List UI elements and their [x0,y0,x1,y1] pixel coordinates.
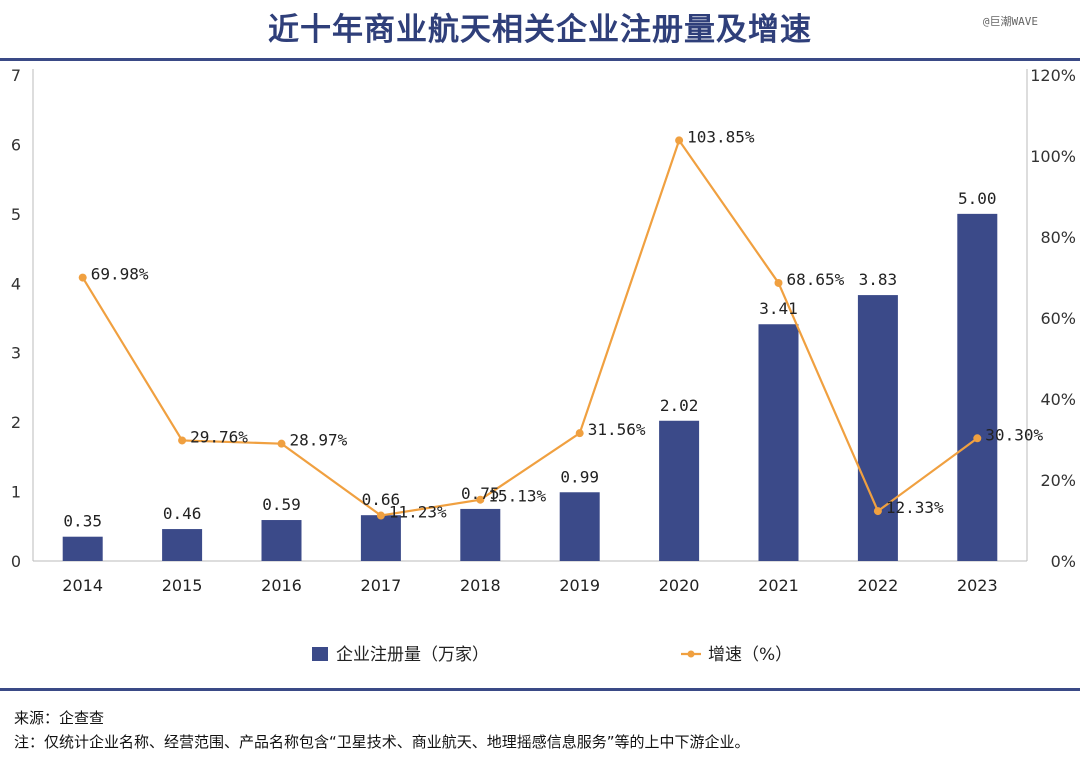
growth-point [476,495,485,504]
x-tick-label: 2015 [162,576,203,595]
bar [62,536,103,561]
axes: 0 1 2 3 4 5 6 7 0% 20% 40% 60% 80% 100% 120% 2014 2015 20… [11,66,1076,595]
growth-value-label: 11.23% [389,503,447,522]
y-right-tick-label: 80% [1040,228,1076,247]
watermark: @巨潮WAVE [982,15,1038,28]
y-left-tick-label: 5 [11,205,21,224]
bar-value-label: 2.02 [660,396,699,415]
legend: 企业注册量（万家） 增速（%） [312,645,792,665]
y-right-tick-label: 20% [1040,471,1076,490]
bar [360,515,401,561]
y-right-tick-label: 0% [1051,552,1076,571]
data-labels: 0.35 0.46 0.59 0.66 0.75 0.99 2.02 3.41 3.83 5.00… [63,127,1043,530]
growth-point [675,136,684,145]
y-left-tick-label: 7 [11,66,21,85]
x-tick-label: 2018 [460,576,501,595]
bar-value-label: 0.66 [362,490,401,509]
bottom-divider [0,688,1080,691]
bar [261,520,302,561]
y-right-tick-label: 60% [1040,309,1076,328]
growth-value-label: 31.56% [588,420,646,439]
growth-point [873,507,882,516]
bar [857,295,898,561]
bar-value-label: 0.59 [262,495,301,514]
growth-point [78,273,87,282]
x-tick-label: 2023 [957,576,998,595]
growth-point [376,511,385,520]
x-tick-label: 2022 [858,576,899,595]
bar-value-label: 0.35 [63,512,102,531]
legend-bar-label: 企业注册量（万家） [336,645,489,665]
y-left-tick-label: 1 [11,483,21,502]
growth-point [277,439,286,448]
legend-line-label: 增速（%） [708,645,792,665]
top-divider [0,58,1080,61]
bar-value-label: 0.75 [461,484,500,503]
y-left-tick-label: 2 [11,413,21,432]
bar [162,529,203,561]
legend-bar-swatch [312,647,328,661]
combo-chart: 0 1 2 3 4 5 6 7 0% 20% 40% 60% 80% 100% 120% 2014 2015 20… [11,66,1076,665]
x-tick-label: 2020 [659,576,700,595]
growth-value-label: 103.85% [687,127,755,146]
source-note: 来源：企查查 [14,709,105,727]
growth-value-label: 12.33% [886,498,944,517]
bar [758,324,799,561]
bar-value-label: 3.83 [859,270,898,289]
bar-value-label: 0.46 [163,504,202,523]
growth-value-label: 15.13% [488,487,546,506]
bar-value-label: 3.41 [759,299,798,318]
bar-value-label: 5.00 [958,189,997,208]
chart-title: 近十年商业航天相关企业注册量及增速 [268,12,812,48]
y-left-tick-label: 4 [11,274,21,293]
y-left-tick-label: 6 [11,135,21,154]
y-right-tick-label: 40% [1040,390,1076,409]
x-tick-label: 2017 [361,576,402,595]
y-left-tick-label: 3 [11,344,21,363]
bar [659,420,700,561]
growth-value-label: 68.65% [787,270,845,289]
x-tick-label: 2019 [559,576,600,595]
footnote: 注：仅统计企业名称、经营范围、产品名称包含“卫星技术、商业航天、地理摇感信息服务… [14,733,750,751]
bar [460,508,501,561]
bar [957,213,998,561]
y-left-tick-label: 0 [11,552,21,571]
growth-point [973,434,982,443]
y-right-tick-label: 120% [1030,66,1076,85]
growth-value-label: 69.98% [91,265,149,284]
y-right-tick-label: 100% [1030,147,1076,166]
growth-value-label: 28.97% [290,431,348,450]
x-tick-label: 2014 [62,576,103,595]
growth-point [774,278,783,287]
bar-value-label: 0.99 [560,467,599,486]
growth-line [81,137,978,517]
growth-value-label: 29.76% [190,427,248,446]
growth-value-label: 30.30% [985,425,1043,444]
growth-point [178,436,187,445]
x-tick-label: 2021 [758,576,799,595]
line-series [78,136,982,520]
x-tick-label: 2016 [261,576,302,595]
growth-point [575,429,584,438]
bar-series [62,213,998,561]
legend-line-marker [687,650,695,658]
bar [559,492,600,561]
